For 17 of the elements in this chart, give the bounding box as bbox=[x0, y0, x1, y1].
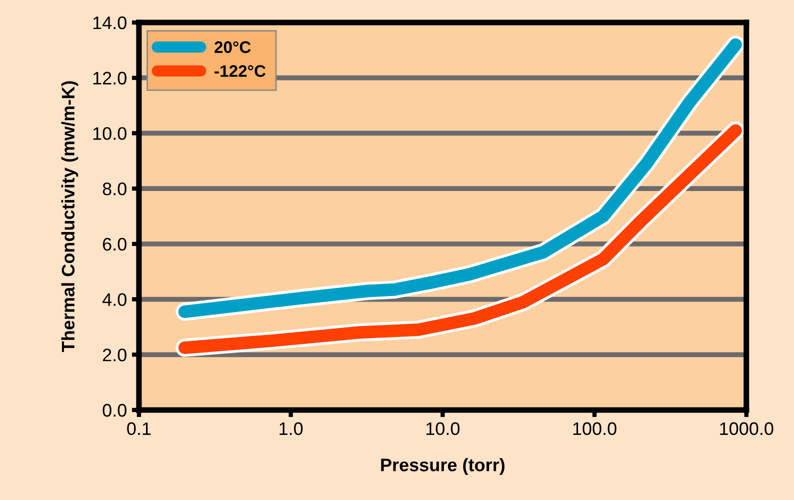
y-tick-label: 14.0 bbox=[93, 16, 126, 30]
x-tick-label: 1.0 bbox=[280, 422, 303, 436]
x-tick-label: 100.0 bbox=[573, 422, 616, 436]
x-tick-label: 0.1 bbox=[127, 422, 151, 436]
y-tick-label: 12.0 bbox=[93, 72, 126, 85]
y-tick-label: 2.0 bbox=[102, 348, 126, 362]
y-tick-label: 10.0 bbox=[93, 127, 126, 140]
legend-label: -122°C bbox=[214, 65, 266, 77]
y-axis-title: Thermal Conductivity (mw/m-K) bbox=[61, 81, 78, 352]
legend-label: 20°C bbox=[214, 41, 251, 54]
y-tick-label: 0.0 bbox=[102, 404, 126, 417]
y-tick-label: 4.0 bbox=[102, 293, 126, 306]
y-tick-label: 8.0 bbox=[102, 182, 126, 196]
x-tick-label: 1000.0 bbox=[720, 422, 774, 436]
x-axis-title: Pressure (torr) bbox=[381, 458, 504, 475]
y-tick-label: 6.0 bbox=[102, 238, 126, 251]
x-tick-label: 10.0 bbox=[426, 422, 460, 436]
